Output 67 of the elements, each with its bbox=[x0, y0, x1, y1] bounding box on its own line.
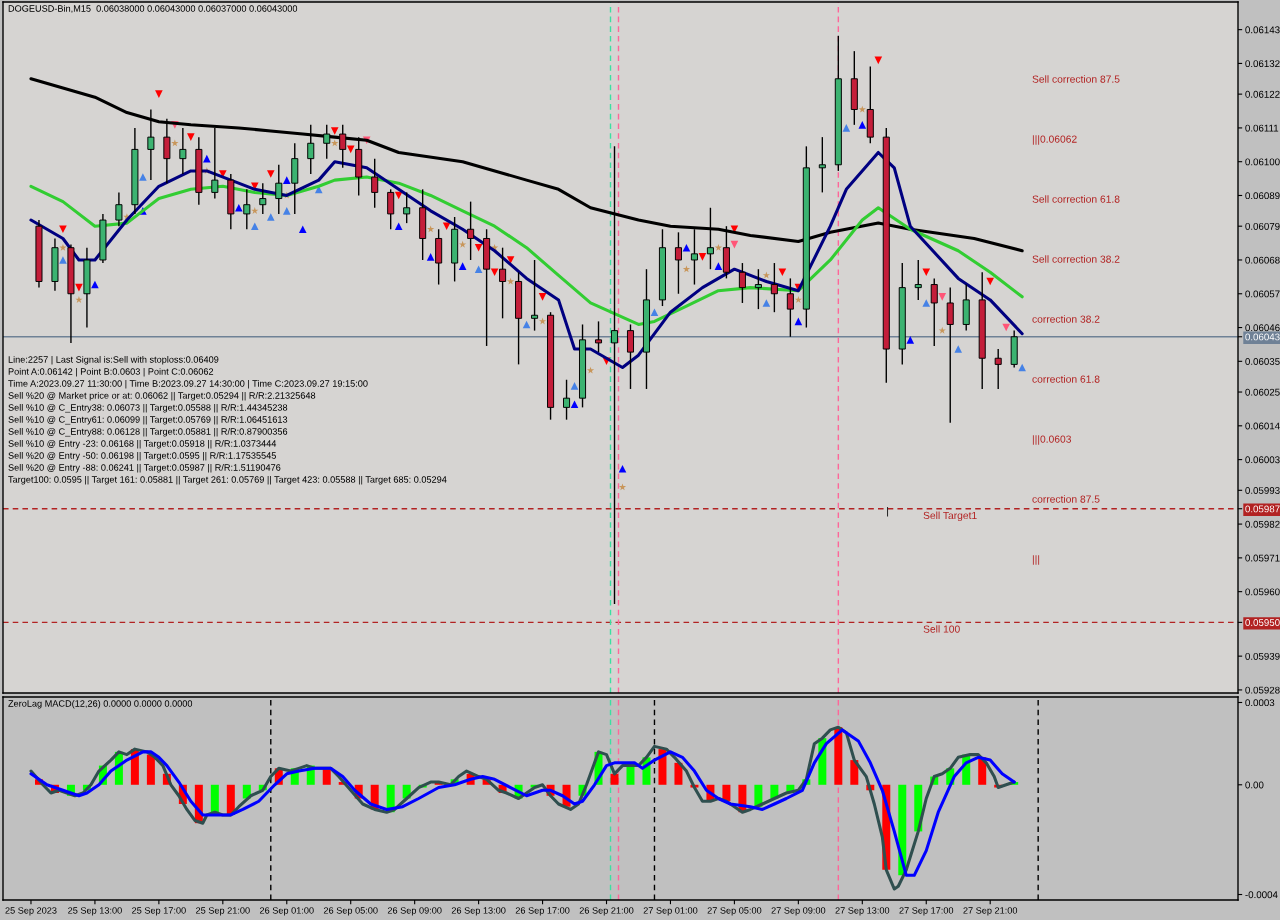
y-tick-label: 0.05928 bbox=[1245, 686, 1280, 694]
annotation: Sell correction 87.5 bbox=[1032, 75, 1120, 83]
annotation: ||| bbox=[1032, 555, 1040, 565]
x-tick-label: 27 Sep 09:00 bbox=[771, 907, 826, 916]
annotation: |||0.06062 bbox=[1032, 135, 1077, 145]
y-tick-label: 0.06025 bbox=[1245, 388, 1280, 396]
annotation: Sell %20 @ Entry -88: 0.06241 || Target:0.05987 || R/R:1.51190476 bbox=[8, 464, 281, 473]
y-tick-label: 0.06035 bbox=[1245, 358, 1280, 365]
y-tick-label: 0.05987 bbox=[1245, 505, 1280, 513]
x-tick-label: 26 Sep 09:00 bbox=[387, 907, 442, 916]
y-tick-label: 0.06079 bbox=[1245, 222, 1280, 230]
y-tick-label: 0.06132 bbox=[1245, 60, 1280, 68]
annotation: Target100: 0.0595 || Target 161: 0.05881 || Target 261: 0.05769 || Target 423: 0.05588 || Target 685: 0.05294 bbox=[8, 476, 447, 485]
y-tick-label: 0.05960 bbox=[1245, 588, 1280, 596]
x-tick-label: 26 Sep 13:00 bbox=[451, 907, 506, 916]
x-tick-label: 27 Sep 21:00 bbox=[963, 907, 1018, 916]
chart-title: ZeroLag MACD(12,26) 0.0000 0.0000 0.0000 bbox=[8, 700, 193, 709]
x-tick-label: 26 Sep 21:00 bbox=[579, 907, 634, 916]
annotation: correction 38.2 bbox=[1032, 315, 1100, 323]
x-tick-label: 26 Sep 01:00 bbox=[259, 907, 314, 916]
annotation: Sell correction 61.8 bbox=[1032, 195, 1120, 203]
annotation: Sell %20 @ Market price or at: 0.06062 || Target:0.05294 || R/R:2.21325648 bbox=[8, 392, 316, 401]
y-tick-label: 0.05971 bbox=[1245, 554, 1280, 562]
annotation: correction 61.8 bbox=[1032, 375, 1100, 383]
ref-line-label: Sell Target1 bbox=[923, 511, 977, 522]
y-tick-label: 0.06014 bbox=[1245, 422, 1280, 430]
y-tick-label: 0.06046 bbox=[1245, 324, 1280, 332]
x-tick-label: 27 Sep 05:00 bbox=[707, 907, 762, 916]
x-tick-label: 26 Sep 17:00 bbox=[515, 907, 570, 916]
y-tick-label: 0.05950 bbox=[1245, 619, 1280, 626]
x-tick-label: 27 Sep 01:00 bbox=[643, 907, 698, 916]
y-tick-label: 0.00 bbox=[1245, 781, 1264, 789]
annotation: correction 87.5 bbox=[1032, 495, 1100, 503]
annotation: Sell correction 38.2 bbox=[1032, 255, 1120, 263]
annotation: Sell %10 @ C_Entry61: 0.06099 || Target:0.05769 || R/R:1.06451613 bbox=[8, 416, 288, 425]
y-tick-label: 0.06143 bbox=[1245, 26, 1280, 34]
x-tick-label: 25 Sep 13:00 bbox=[68, 907, 122, 916]
y-tick-label: 0.05982 bbox=[1245, 520, 1280, 528]
y-tick-label: 0.0003 bbox=[1245, 699, 1275, 707]
annotation: Sell %10 @ Entry -23: 0.06168 || Target:0.05918 || R/R:1.0373444 bbox=[8, 440, 277, 449]
x-tick-label: 25 Sep 2023 bbox=[5, 907, 57, 916]
annotation: |||0.0603 bbox=[1032, 435, 1071, 445]
annotation: | bbox=[887, 506, 889, 517]
annotation: Sell %20 @ Entry -50: 0.06198 || Target:0.0595 || R/R:1.17535545 bbox=[8, 452, 276, 461]
y-tick-label: 0.06100 bbox=[1245, 158, 1280, 166]
x-tick-label: 26 Sep 05:00 bbox=[323, 907, 378, 916]
annotation: Sell %10 @ C_Entry38: 0.06073 || Target:0.05588 || R/R:1.44345238 bbox=[8, 404, 288, 413]
annotation: Line:2257 | Last Signal is:Sell with stoploss:0.06409 bbox=[8, 356, 219, 365]
y-tick-label: 0.06003 bbox=[1245, 456, 1280, 464]
y-tick-label: 0.06057 bbox=[1245, 290, 1280, 298]
y-tick-label: 0.06089 bbox=[1245, 192, 1280, 200]
y-tick-label: 0.06043 bbox=[1245, 333, 1280, 341]
x-tick-label: 27 Sep 17:00 bbox=[899, 907, 954, 916]
x-tick-label: 25 Sep 21:00 bbox=[196, 907, 250, 916]
y-tick-label: -0.0004 bbox=[1245, 891, 1278, 899]
annotation: Time A:2023.09.27 11:30:00 | Time B:2023.09.27 14:30:00 | Time C:2023.09.27 19:15:00 bbox=[8, 380, 368, 389]
y-tick-label: 0.06111 bbox=[1245, 124, 1279, 132]
y-tick-label: 0.06122 bbox=[1245, 90, 1280, 98]
chart-title: DOGEUSD-Bin,M15 0.06038000 0.06043000 0.06037000 0.06043000 bbox=[8, 5, 298, 13]
annotation: Point A:0.06142 | Point B:0.0603 | Point C:0.06062 bbox=[8, 368, 214, 377]
annotation: Sell %10 @ C_Entry88: 0.06128 || Target:0.05881 || R/R:0.87900356 bbox=[8, 428, 288, 437]
y-tick-label: 0.05993 bbox=[1245, 487, 1280, 494]
x-tick-label: 27 Sep 13:00 bbox=[835, 907, 890, 916]
ref-line-label: Sell 100 bbox=[923, 625, 960, 633]
x-tick-label: 25 Sep 17:00 bbox=[132, 907, 186, 916]
y-tick-label: 0.06068 bbox=[1245, 256, 1280, 264]
y-tick-label: 0.05939 bbox=[1245, 652, 1280, 660]
